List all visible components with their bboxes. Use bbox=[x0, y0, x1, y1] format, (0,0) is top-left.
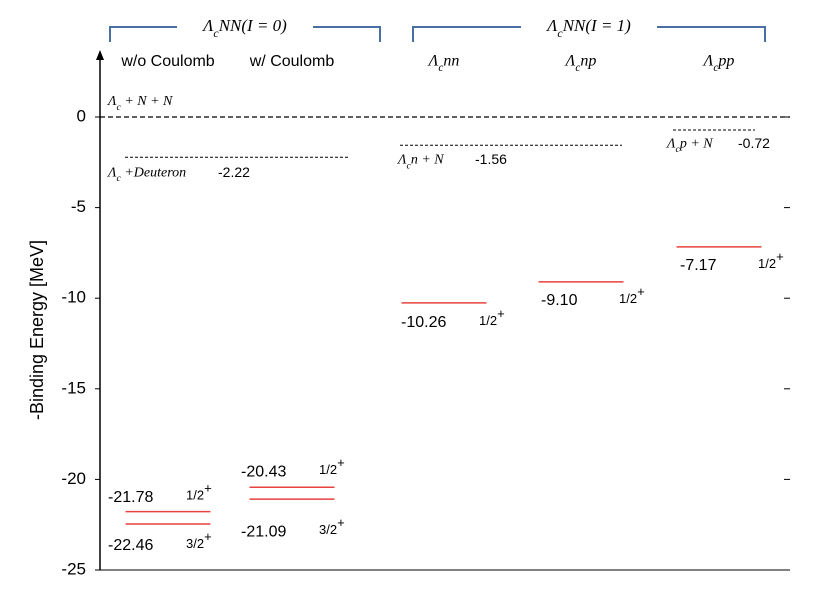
group-title: ΛcNN(I = 0) bbox=[201, 16, 287, 40]
level-value: -20.43 bbox=[241, 463, 286, 480]
parity: + bbox=[637, 284, 645, 299]
spin: 1/2 bbox=[619, 291, 637, 306]
threshold-value: -1.56 bbox=[475, 151, 507, 167]
parity: + bbox=[204, 481, 212, 496]
spin-parity: 1/2+ bbox=[186, 481, 212, 504]
group-bracket bbox=[109, 26, 381, 42]
parity: + bbox=[337, 455, 345, 470]
column-name: Λcpp bbox=[702, 53, 735, 74]
y-tick-label: -5 bbox=[71, 197, 86, 216]
y-axis-label: -Binding Energy [MeV] bbox=[27, 240, 47, 420]
threshold-value: -2.22 bbox=[218, 164, 250, 180]
column-name: Λcnn bbox=[427, 53, 460, 74]
level-value: -10.26 bbox=[401, 314, 446, 331]
parity: + bbox=[776, 249, 784, 264]
parity: + bbox=[337, 515, 345, 530]
spin: 1/2 bbox=[186, 488, 204, 503]
parity: + bbox=[204, 529, 212, 544]
y-tick-label: -15 bbox=[61, 378, 86, 397]
group-bracket bbox=[412, 26, 766, 42]
threshold-label: Λcn + N bbox=[396, 152, 444, 171]
spin-parity: 1/2+ bbox=[758, 249, 784, 272]
level-value: -9.10 bbox=[541, 292, 578, 309]
y-tick-label: -20 bbox=[61, 469, 86, 488]
spin-parity: 1/2+ bbox=[619, 284, 645, 307]
spin: 1/2 bbox=[758, 256, 776, 271]
threshold-value: -0.72 bbox=[738, 135, 770, 151]
y-tick-label: -25 bbox=[61, 559, 86, 578]
level-value: -22.46 bbox=[108, 537, 153, 554]
group-title: ΛcNN(I = 1) bbox=[545, 16, 631, 40]
column-name: w/o Coulomb bbox=[120, 53, 214, 70]
column-name: w/ Coulomb bbox=[249, 53, 335, 70]
y-tick-label: -10 bbox=[61, 288, 86, 307]
spin: 3/2 bbox=[186, 536, 204, 551]
threshold-label: Λc + N + N bbox=[106, 94, 173, 113]
column-name: Λcnp bbox=[564, 53, 597, 74]
spin: 3/2 bbox=[319, 523, 337, 538]
spin-parity: 1/2+ bbox=[319, 455, 345, 478]
spin-parity: 3/2+ bbox=[186, 529, 212, 552]
spin: 1/2 bbox=[479, 313, 497, 328]
spin: 1/2 bbox=[319, 463, 337, 478]
parity: + bbox=[497, 306, 505, 321]
spin-parity: 3/2+ bbox=[319, 515, 345, 538]
spin-parity: 1/2+ bbox=[479, 306, 505, 329]
threshold-label: Λcp + N bbox=[665, 136, 713, 155]
level-value: -21.78 bbox=[108, 489, 153, 506]
level-value: -21.09 bbox=[241, 523, 286, 540]
y-tick-label: 0 bbox=[77, 106, 86, 125]
threshold-label: Λc +Deuteron bbox=[106, 165, 186, 184]
axis-arrow bbox=[96, 50, 104, 60]
level-value: -7.17 bbox=[680, 257, 717, 274]
